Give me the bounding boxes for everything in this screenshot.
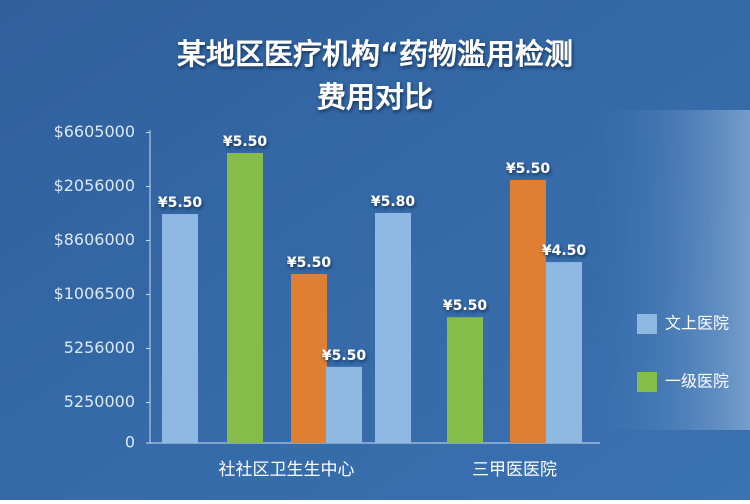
x-tick-label: 社社区卫生生中心 (219, 460, 355, 480)
bar (375, 212, 411, 443)
y-tick-label: $8606000 (54, 230, 135, 249)
y-tick-label: $2056000 (54, 176, 135, 195)
bar (510, 180, 546, 443)
bar (326, 366, 362, 443)
bar-annotation: ¥5.50 (287, 255, 332, 271)
bar (447, 317, 483, 443)
bar (227, 153, 263, 443)
legend-swatch (637, 372, 657, 392)
y-tick-label: 5250000 (64, 392, 135, 411)
bar-annotation: ¥5.50 (443, 298, 488, 314)
bar (546, 262, 582, 443)
chart-title: 某地区医疗机构“药物滥用检测 (177, 37, 573, 71)
bar-annotation: ¥4.50 (542, 243, 587, 259)
y-tick-label: 5256000 (64, 338, 135, 357)
bar (291, 273, 327, 443)
chart-title: 费用对比 (317, 80, 433, 114)
bar (162, 214, 198, 443)
bar-annotation: ¥5.50 (506, 161, 551, 177)
x-tick-label: 三甲医医院 (472, 460, 557, 480)
bar-annotation: ¥5.50 (158, 195, 203, 211)
bar-annotation: ¥5.50 (322, 348, 367, 364)
y-tick-label: $6605000 (54, 122, 135, 141)
y-tick-label: $1006500 (54, 284, 135, 303)
bar-annotation: ¥5.80 (371, 194, 416, 210)
legend-label: 一级医院 (665, 372, 729, 391)
legend-swatch (637, 314, 657, 334)
background-image (590, 110, 750, 430)
y-tick-label: 0 (125, 433, 135, 452)
bar-annotation: ¥5.50 (223, 134, 268, 150)
legend-label: 文上医院 (665, 314, 729, 333)
